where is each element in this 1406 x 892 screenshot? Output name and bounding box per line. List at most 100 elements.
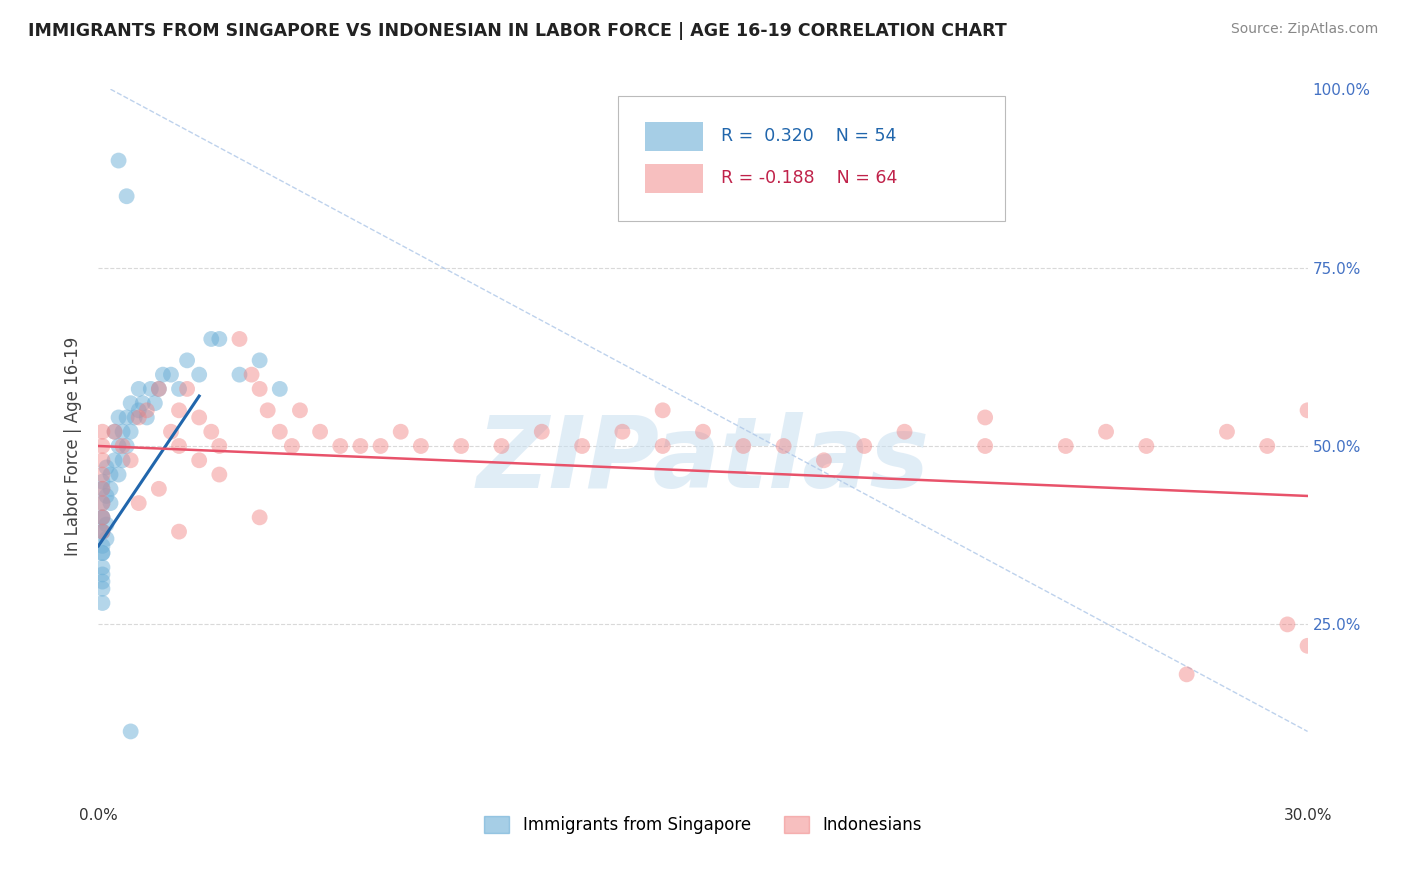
- Point: [530, 425, 553, 439]
- FancyBboxPatch shape: [645, 164, 703, 193]
- Point: [91, 482, 114, 496]
- Point: [208, 332, 231, 346]
- Point: [256, 403, 278, 417]
- Text: IMMIGRANTS FROM SINGAPORE VS INDONESIAN IN LABOR FORCE | AGE 16-19 CORRELATION C: IMMIGRANTS FROM SINGAPORE VS INDONESIAN …: [28, 22, 1007, 40]
- Point: [91, 496, 114, 510]
- Point: [853, 439, 876, 453]
- Point: [91, 560, 114, 574]
- Point: [91, 510, 114, 524]
- Point: [288, 403, 311, 417]
- Point: [974, 439, 997, 453]
- Point: [269, 382, 291, 396]
- Point: [107, 410, 129, 425]
- Legend: Immigrants from Singapore, Indonesians: Immigrants from Singapore, Indonesians: [478, 809, 928, 841]
- Point: [188, 410, 211, 425]
- Point: [103, 425, 125, 439]
- Point: [249, 353, 271, 368]
- Point: [152, 368, 174, 382]
- FancyBboxPatch shape: [619, 96, 1005, 221]
- Point: [135, 403, 157, 417]
- Point: [409, 439, 432, 453]
- Point: [91, 496, 114, 510]
- Point: [249, 382, 271, 396]
- Point: [91, 475, 114, 489]
- Point: [389, 425, 412, 439]
- Text: ZIPatlas: ZIPatlas: [477, 412, 929, 508]
- Point: [91, 453, 114, 467]
- Point: [200, 332, 222, 346]
- Text: Source: ZipAtlas.com: Source: ZipAtlas.com: [1230, 22, 1378, 37]
- Point: [91, 574, 114, 589]
- Point: [1095, 425, 1118, 439]
- Point: [1175, 667, 1198, 681]
- Point: [120, 453, 142, 467]
- Point: [91, 510, 114, 524]
- Point: [1054, 439, 1077, 453]
- Point: [96, 489, 118, 503]
- Point: [91, 510, 114, 524]
- Point: [167, 439, 190, 453]
- Point: [107, 439, 129, 453]
- Point: [1256, 439, 1278, 453]
- Point: [188, 368, 211, 382]
- Point: [188, 453, 211, 467]
- Text: R =  0.320    N = 54: R = 0.320 N = 54: [721, 128, 897, 145]
- Point: [329, 439, 352, 453]
- Point: [120, 396, 142, 410]
- Point: [1277, 617, 1299, 632]
- Point: [160, 368, 183, 382]
- Point: [200, 425, 222, 439]
- Point: [111, 439, 134, 453]
- Point: [269, 425, 291, 439]
- Point: [176, 382, 198, 396]
- Point: [813, 453, 835, 467]
- Point: [228, 332, 250, 346]
- Point: [91, 482, 114, 496]
- Point: [91, 582, 114, 596]
- Point: [111, 425, 134, 439]
- Point: [100, 496, 122, 510]
- Point: [91, 524, 114, 539]
- FancyBboxPatch shape: [645, 122, 703, 151]
- Point: [111, 453, 134, 467]
- Point: [167, 403, 190, 417]
- Point: [370, 439, 392, 453]
- Point: [135, 410, 157, 425]
- Point: [249, 510, 271, 524]
- Point: [160, 425, 183, 439]
- Point: [107, 153, 129, 168]
- Point: [450, 439, 472, 453]
- Point: [1216, 425, 1239, 439]
- Point: [281, 439, 304, 453]
- Point: [128, 382, 150, 396]
- Point: [91, 546, 114, 560]
- Point: [491, 439, 513, 453]
- Point: [692, 425, 714, 439]
- Point: [91, 425, 114, 439]
- Point: [91, 524, 114, 539]
- Text: R = -0.188    N = 64: R = -0.188 N = 64: [721, 169, 897, 187]
- Point: [103, 425, 125, 439]
- Point: [120, 724, 142, 739]
- Y-axis label: In Labor Force | Age 16-19: In Labor Force | Age 16-19: [65, 336, 83, 556]
- Point: [124, 410, 146, 425]
- Point: [612, 425, 634, 439]
- Point: [120, 425, 142, 439]
- Point: [1296, 403, 1319, 417]
- Point: [96, 532, 118, 546]
- Point: [107, 467, 129, 482]
- Point: [91, 596, 114, 610]
- Point: [148, 382, 170, 396]
- Point: [1296, 639, 1319, 653]
- Point: [893, 425, 915, 439]
- Point: [91, 546, 114, 560]
- Point: [139, 382, 162, 396]
- Point: [571, 439, 593, 453]
- Point: [176, 353, 198, 368]
- Point: [128, 410, 150, 425]
- Point: [96, 517, 118, 532]
- Point: [309, 425, 332, 439]
- Point: [143, 396, 166, 410]
- Point: [91, 439, 114, 453]
- Point: [115, 439, 138, 453]
